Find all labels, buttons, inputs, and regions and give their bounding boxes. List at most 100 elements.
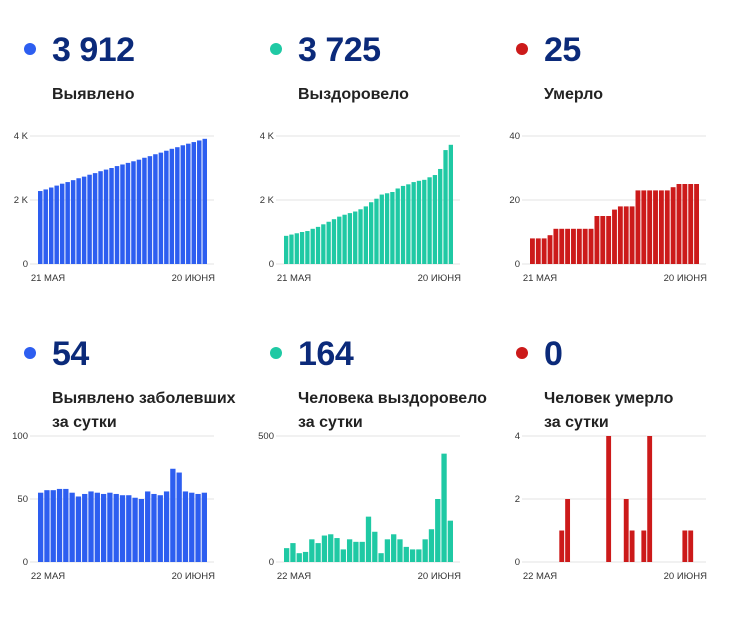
- bar: [182, 491, 189, 562]
- bar: [56, 488, 63, 562]
- bar: [641, 190, 647, 264]
- bar: [409, 549, 416, 562]
- bar: [326, 221, 331, 264]
- x-label-start: 22 МАЯ: [523, 571, 557, 582]
- y-tick-label: 4 K: [260, 131, 275, 142]
- x-label-start: 22 МАЯ: [277, 571, 311, 582]
- bar: [54, 185, 59, 264]
- bar: [553, 228, 559, 264]
- bar: [321, 535, 328, 562]
- y-tick-label: 0: [515, 557, 520, 568]
- bar: [50, 490, 56, 562]
- legend-dot: [516, 43, 528, 55]
- stat-value: 3 912: [52, 31, 135, 69]
- bar: [315, 543, 321, 562]
- stat-label-line: Выздоровело: [298, 86, 409, 103]
- bar: [435, 499, 441, 562]
- bar: [612, 209, 617, 264]
- stat-label-line: за сутки: [544, 414, 609, 431]
- bar: [132, 497, 138, 562]
- bar: [81, 176, 87, 264]
- y-tick-label: 2 K: [260, 195, 275, 206]
- bar: [180, 145, 186, 264]
- bar: [328, 534, 334, 562]
- stat-value: 54: [52, 335, 89, 373]
- bar: [617, 206, 623, 264]
- bar: [38, 492, 44, 562]
- bar: [600, 216, 606, 264]
- bar: [391, 534, 397, 562]
- bar: [606, 216, 612, 264]
- panel-daily-deaths: 0 Человек умерло за сутки 0 2 4 22 МАЯ 20 ИЮНЯ: [515, 330, 745, 630]
- bar: [374, 198, 379, 264]
- stat-label-line: Человека выздоровело: [298, 390, 487, 407]
- y-tick-label: 0: [23, 557, 28, 568]
- stat-value: 3 725: [298, 31, 381, 69]
- panel-total-cases: 3 912 Выявлено 0 2 K 4 K 21 МАЯ 20 ИЮНЯ: [14, 26, 269, 326]
- bar: [321, 224, 326, 264]
- bar: [169, 148, 175, 264]
- bar: [120, 164, 125, 264]
- stat-value: 0: [544, 335, 563, 373]
- bar: [565, 228, 571, 264]
- bar: [186, 143, 191, 264]
- bar: [201, 492, 207, 562]
- bar: [629, 530, 635, 562]
- x-label-end: 20 ИЮНЯ: [418, 273, 461, 284]
- bar: [359, 541, 365, 562]
- bar: [305, 231, 310, 264]
- bar: [353, 541, 359, 562]
- x-label-end: 20 ИЮНЯ: [418, 571, 461, 582]
- bar: [594, 216, 600, 264]
- bar: [428, 529, 435, 562]
- bar: [571, 228, 576, 264]
- stat-label: Выявлено заболевших за сутки: [52, 387, 272, 435]
- panel-daily-cases: 54 Выявлено заболевших за сутки 0 50 100 22 МА…: [12, 330, 272, 630]
- y-tick-label: 4 K: [14, 131, 29, 142]
- bar: [331, 219, 337, 264]
- bar: [438, 168, 443, 264]
- bar: [363, 206, 368, 264]
- bar: [565, 499, 571, 562]
- stat-value: 164: [298, 335, 354, 373]
- bar: [48, 187, 54, 264]
- bar: [664, 190, 670, 264]
- bar-chart: 0 2 K 4 K 21 МАЯ 20 ИЮНЯ: [14, 131, 215, 284]
- bar: [176, 472, 182, 562]
- bar: [406, 184, 411, 264]
- bar: [653, 190, 658, 264]
- bar: [164, 150, 169, 264]
- y-tick-label: 4: [515, 431, 520, 442]
- bar: [59, 183, 65, 264]
- x-label-start: 21 МАЯ: [523, 273, 557, 284]
- y-tick-label: 0: [269, 259, 274, 270]
- bar: [294, 233, 299, 264]
- bar: [447, 520, 453, 562]
- stat-label-line: Выявлено заболевших: [52, 390, 236, 407]
- bar: [606, 436, 612, 562]
- bar: [113, 493, 119, 562]
- bar: [202, 138, 207, 264]
- bar: [623, 499, 629, 562]
- bar: [284, 235, 289, 264]
- stat-label-line: за сутки: [298, 414, 363, 431]
- bar: [310, 228, 315, 264]
- bar: [647, 190, 653, 264]
- bar: [635, 190, 641, 264]
- bar: [582, 228, 588, 264]
- stat-label: Человека выздоровело за сутки: [298, 387, 518, 435]
- bar: [302, 551, 309, 562]
- bar: [289, 234, 294, 264]
- bar-chart: 0 2 4 22 МАЯ 20 ИЮНЯ: [515, 431, 707, 582]
- bar: [189, 492, 195, 562]
- x-label-start: 21 МАЯ: [31, 273, 65, 284]
- bar: [136, 159, 142, 264]
- bar: [448, 144, 453, 264]
- bar: [347, 213, 353, 264]
- bar: [315, 226, 321, 264]
- bar: [114, 166, 120, 264]
- bar: [63, 488, 69, 562]
- x-label-start: 21 МАЯ: [277, 273, 311, 284]
- bar: [670, 187, 676, 264]
- y-tick-label: 500: [258, 431, 274, 442]
